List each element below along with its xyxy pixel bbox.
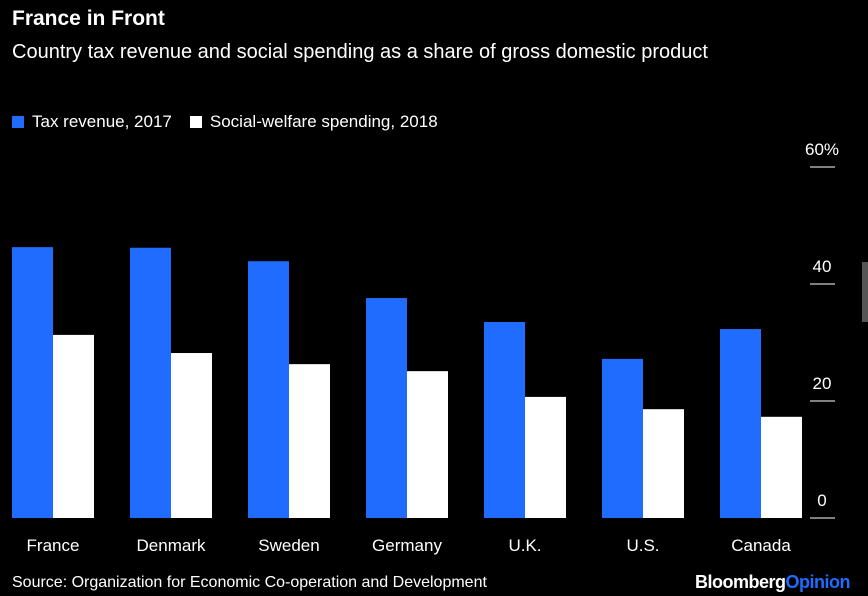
x-tick-label: Denmark bbox=[137, 536, 206, 555]
legend-item: Tax revenue, 2017 bbox=[12, 112, 172, 132]
x-tick-label: Sweden bbox=[258, 536, 319, 555]
bar bbox=[761, 416, 802, 518]
legend-label: Tax revenue, 2017 bbox=[32, 112, 172, 131]
y-tick-label: 40 bbox=[813, 257, 832, 276]
bar bbox=[366, 298, 407, 518]
bar bbox=[248, 261, 289, 518]
legend-item: Social-welfare spending, 2018 bbox=[189, 112, 438, 132]
bar bbox=[643, 409, 684, 518]
x-tick-label: U.S. bbox=[626, 536, 659, 555]
y-tick-label: 60% bbox=[805, 140, 839, 159]
bar bbox=[525, 396, 566, 518]
x-tick-label: Germany bbox=[372, 536, 442, 555]
x-tick-label: U.K. bbox=[508, 536, 541, 555]
y-tick-label: 20 bbox=[813, 374, 832, 393]
y-tick-label: 0 bbox=[817, 491, 826, 510]
bar bbox=[53, 334, 94, 518]
scroll-indicator bbox=[862, 262, 868, 322]
legend-label: Social-welfare spending, 2018 bbox=[209, 112, 438, 131]
brand: BloombergOpinion bbox=[695, 572, 851, 593]
legend-swatch bbox=[12, 116, 24, 128]
x-tick-label: France bbox=[27, 536, 80, 555]
chart: 0 20 40 60% France Denmark Sweden Germany U.K. U.… bbox=[12, 140, 868, 555]
bar bbox=[289, 364, 330, 518]
bar bbox=[407, 371, 448, 518]
brand-name: Bloomberg bbox=[695, 572, 786, 592]
bar bbox=[720, 329, 761, 518]
legend-swatch bbox=[189, 116, 202, 128]
brand-suffix: Opinion bbox=[785, 572, 851, 592]
bar bbox=[171, 353, 212, 518]
chart-title: France in Front bbox=[12, 7, 165, 30]
bar bbox=[12, 247, 53, 518]
bar bbox=[602, 358, 643, 518]
legend: Tax revenue, 2017 Social-welfare spending… bbox=[12, 112, 438, 132]
source-note: Source: Organization for Economic Co-ope… bbox=[12, 574, 487, 591]
bar bbox=[130, 247, 171, 519]
chart-subtitle: Country tax revenue and social spending … bbox=[12, 41, 708, 63]
x-tick-label: Canada bbox=[731, 536, 791, 555]
bar bbox=[484, 322, 525, 518]
